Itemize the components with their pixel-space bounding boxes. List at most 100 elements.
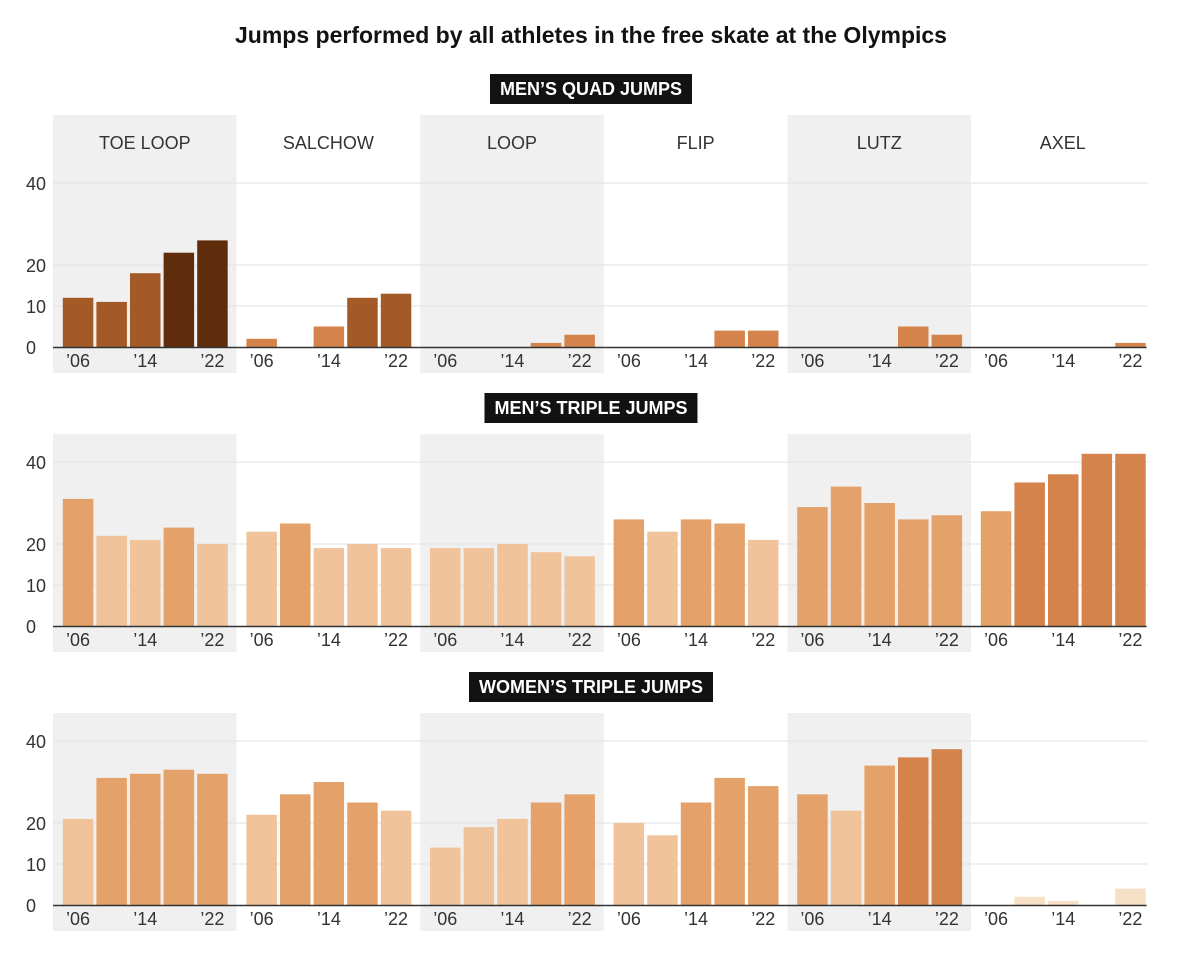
bar-men-s-triple-jumps-flip-2022 [748, 539, 779, 626]
x-tick-label-men-s-triple-jumps-lutz-2022: ’22 [935, 630, 959, 650]
bar-men-s-triple-jumps-axel-2006 [980, 511, 1012, 626]
bar-men-s-triple-jumps-salchow-2022 [380, 548, 412, 626]
section-label-mens-quad: MEN’S QUAD JUMPS [489, 74, 693, 104]
x-tick-label-women-s-triple-jumps-salchow-2022: ’22 [384, 909, 408, 929]
x-tick-label-men-s-quad-jumps-lutz-2022: ’22 [935, 351, 959, 371]
x-tick-label-women-s-triple-jumps-toe-loop-2014: ’14 [133, 909, 157, 929]
y-tick-label-men-s-triple-jumps-10: 10 [26, 576, 46, 596]
bar-men-s-triple-jumps-toe-loop-2018 [163, 527, 195, 626]
bar-women-s-triple-jumps-lutz-2022 [931, 749, 963, 905]
bar-men-s-quad-jumps-flip-2018 [714, 330, 745, 347]
bar-women-s-triple-jumps-axel-2022 [1115, 888, 1146, 905]
y-tick-label-men-s-triple-jumps-0: 0 [26, 617, 36, 637]
bar-women-s-triple-jumps-flip-2018 [714, 777, 745, 905]
bar-men-s-triple-jumps-loop-2018 [530, 552, 562, 626]
x-tick-label-men-s-triple-jumps-flip-2006: ’06 [617, 630, 641, 650]
x-tick-label-men-s-quad-jumps-loop-2006: ’06 [433, 351, 457, 371]
bar-men-s-quad-jumps-toe-loop-2006 [62, 297, 94, 347]
x-tick-label-men-s-triple-jumps-loop-2014: ’14 [500, 630, 524, 650]
y-tick-label-men-s-quad-jumps-20: 20 [26, 256, 46, 276]
bar-women-s-triple-jumps-toe-loop-2022 [197, 773, 228, 905]
x-tick-label-women-s-triple-jumps-toe-loop-2022: ’22 [200, 909, 224, 929]
bar-men-s-quad-jumps-salchow-2018 [347, 297, 378, 347]
panel-title-flip: FLIP [677, 133, 715, 153]
bar-men-s-triple-jumps-salchow-2006 [246, 531, 277, 626]
bar-men-s-quad-jumps-toe-loop-2018 [163, 252, 195, 347]
bar-men-s-triple-jumps-flip-2006 [613, 519, 645, 626]
panel-title-toe-loop: TOE LOOP [99, 133, 191, 153]
bar-men-s-quad-jumps-axel-2022 [1115, 342, 1146, 347]
bar-men-s-triple-jumps-axel-2018 [1081, 453, 1113, 626]
bar-men-s-triple-jumps-lutz-2006 [797, 507, 828, 626]
bar-men-s-quad-jumps-lutz-2022 [931, 334, 963, 347]
bar-women-s-triple-jumps-flip-2022 [748, 786, 779, 905]
bar-men-s-quad-jumps-salchow-2006 [246, 338, 277, 347]
x-tick-label-women-s-triple-jumps-lutz-2022: ’22 [935, 909, 959, 929]
bar-men-s-triple-jumps-flip-2018 [714, 523, 745, 626]
x-tick-label-women-s-triple-jumps-lutz-2014: ’14 [868, 909, 892, 929]
panel-title-loop: LOOP [487, 133, 537, 153]
y-tick-label-men-s-quad-jumps-0: 0 [26, 338, 36, 358]
x-tick-label-men-s-quad-jumps-axel-2006: ’06 [984, 351, 1008, 371]
bar-men-s-triple-jumps-salchow-2010 [280, 523, 311, 626]
x-tick-label-men-s-triple-jumps-toe-loop-2006: ’06 [66, 630, 90, 650]
x-tick-label-men-s-triple-jumps-axel-2014: ’14 [1051, 630, 1075, 650]
bar-women-s-triple-jumps-toe-loop-2006 [62, 818, 94, 905]
x-tick-label-men-s-triple-jumps-loop-2022: ’22 [568, 630, 592, 650]
bar-men-s-triple-jumps-flip-2014 [680, 519, 712, 626]
bar-women-s-triple-jumps-salchow-2014 [313, 782, 345, 905]
y-tick-label-men-s-triple-jumps-20: 20 [26, 535, 46, 555]
bar-women-s-triple-jumps-loop-2010 [463, 827, 495, 905]
chart-title: Jumps performed by all athletes in the f… [235, 22, 947, 48]
bar-men-s-triple-jumps-lutz-2018 [898, 519, 929, 626]
bar-men-s-triple-jumps-toe-loop-2014 [130, 539, 161, 626]
x-tick-label-men-s-triple-jumps-toe-loop-2022: ’22 [200, 630, 224, 650]
bar-men-s-triple-jumps-salchow-2018 [347, 544, 378, 626]
bar-men-s-triple-jumps-toe-loop-2006 [62, 498, 94, 626]
bar-women-s-triple-jumps-salchow-2022 [380, 810, 412, 905]
x-tick-label-men-s-quad-jumps-lutz-2014: ’14 [868, 351, 892, 371]
bar-women-s-triple-jumps-flip-2010 [647, 835, 678, 905]
x-tick-label-men-s-triple-jumps-lutz-2014: ’14 [868, 630, 892, 650]
bar-women-s-triple-jumps-axel-2014 [1048, 900, 1079, 905]
x-tick-label-men-s-triple-jumps-axel-2006: ’06 [984, 630, 1008, 650]
y-tick-label-men-s-quad-jumps-40: 40 [26, 174, 46, 194]
x-tick-label-men-s-triple-jumps-salchow-2006: ’06 [250, 630, 274, 650]
bar-men-s-triple-jumps-flip-2010 [647, 531, 678, 626]
bar-men-s-quad-jumps-loop-2022 [564, 334, 595, 347]
bar-men-s-triple-jumps-lutz-2010 [830, 486, 862, 626]
x-tick-label-men-s-quad-jumps-loop-2022: ’22 [568, 351, 592, 371]
bar-women-s-triple-jumps-salchow-2018 [347, 802, 378, 905]
y-tick-label-women-s-triple-jumps-10: 10 [26, 855, 46, 875]
bar-women-s-triple-jumps-loop-2022 [564, 794, 595, 905]
bar-women-s-triple-jumps-flip-2006 [613, 823, 645, 905]
x-tick-label-men-s-quad-jumps-lutz-2006: ’06 [800, 351, 824, 371]
bar-women-s-triple-jumps-lutz-2018 [898, 757, 929, 905]
bar-men-s-quad-jumps-toe-loop-2014 [130, 273, 161, 347]
x-tick-label-men-s-quad-jumps-axel-2014: ’14 [1051, 351, 1075, 371]
x-tick-label-men-s-triple-jumps-lutz-2006: ’06 [800, 630, 824, 650]
x-tick-label-men-s-quad-jumps-flip-2014: ’14 [684, 351, 708, 371]
bar-men-s-triple-jumps-lutz-2014 [864, 503, 895, 626]
x-tick-label-men-s-quad-jumps-salchow-2006: ’06 [250, 351, 274, 371]
x-tick-label-men-s-quad-jumps-toe-loop-2022: ’22 [200, 351, 224, 371]
x-tick-label-men-s-quad-jumps-loop-2014: ’14 [500, 351, 524, 371]
x-tick-label-women-s-triple-jumps-flip-2022: ’22 [751, 909, 775, 929]
bar-women-s-triple-jumps-salchow-2006 [246, 814, 277, 905]
y-tick-label-men-s-quad-jumps-10: 10 [26, 297, 46, 317]
x-tick-label-women-s-triple-jumps-salchow-2006: ’06 [250, 909, 274, 929]
bar-men-s-triple-jumps-loop-2010 [463, 548, 495, 626]
section-label-womens-triple: WOMEN’S TRIPLE JUMPS [468, 672, 714, 702]
x-tick-label-women-s-triple-jumps-flip-2014: ’14 [684, 909, 708, 929]
panel-title-lutz: LUTZ [857, 133, 902, 153]
x-tick-label-women-s-triple-jumps-axel-2006: ’06 [984, 909, 1008, 929]
bar-men-s-triple-jumps-axel-2022 [1115, 453, 1146, 626]
bar-women-s-triple-jumps-loop-2006 [430, 847, 461, 905]
bar-women-s-triple-jumps-toe-loop-2018 [163, 769, 195, 905]
bar-women-s-triple-jumps-loop-2014 [497, 818, 528, 905]
bar-women-s-triple-jumps-lutz-2010 [830, 810, 862, 905]
x-tick-label-women-s-triple-jumps-axel-2014: ’14 [1051, 909, 1075, 929]
panel-background-men-s-quad-jumps-loop [420, 115, 604, 373]
bar-men-s-triple-jumps-lutz-2022 [931, 515, 963, 626]
